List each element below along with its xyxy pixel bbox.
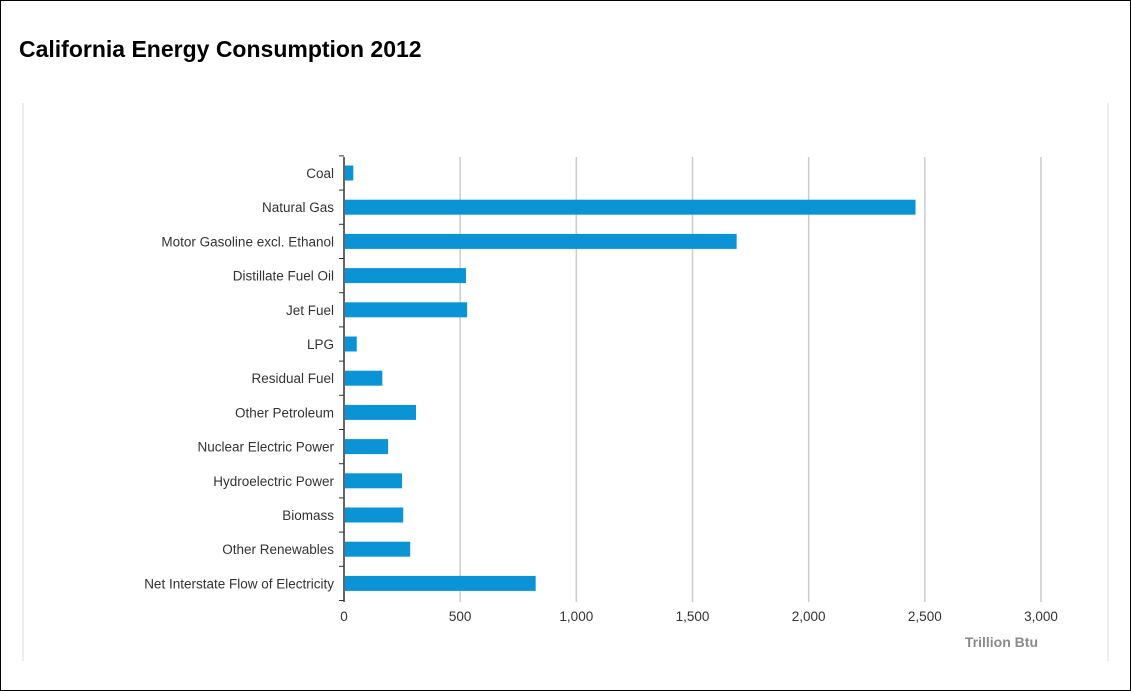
x-axis-label: Trillion Btu [965,634,1038,650]
bar [345,507,404,523]
category-label: Jet Fuel [286,303,334,318]
bar [345,165,354,181]
category-label: LPG [307,337,334,352]
bar [345,302,468,318]
category-label: Other Renewables [222,542,334,557]
bar [345,575,536,591]
x-tick-label: 2,000 [792,609,826,624]
x-tick-label: 1,000 [559,609,593,624]
x-tick-label: 0 [340,609,348,624]
category-label: Distillate Fuel Oil [233,269,334,284]
bar [345,439,389,455]
bar [345,199,916,215]
bar [345,473,403,489]
x-tick-label: 3,000 [1024,609,1058,624]
category-label: Hydroelectric Power [213,474,334,489]
page-title: California Energy Consumption 2012 [19,36,422,62]
bar [345,268,466,284]
category-label: Motor Gasoline excl. Ethanol [161,234,334,249]
x-tick-label: 500 [449,609,472,624]
bar [345,370,383,386]
x-tick-label: 2,500 [908,609,942,624]
bar [345,541,411,557]
category-label: Biomass [282,508,334,523]
x-tick-label: 1,500 [676,609,710,624]
bar [345,233,737,249]
category-label: Net Interstate Flow of Electricity [144,576,334,591]
bar [345,336,357,352]
category-label: Residual Fuel [251,371,334,386]
category-label: Nuclear Electric Power [197,440,334,455]
bar [345,404,417,420]
category-label: Coal [306,166,334,181]
category-label: Other Petroleum [235,405,334,420]
category-label: Natural Gas [262,200,334,215]
